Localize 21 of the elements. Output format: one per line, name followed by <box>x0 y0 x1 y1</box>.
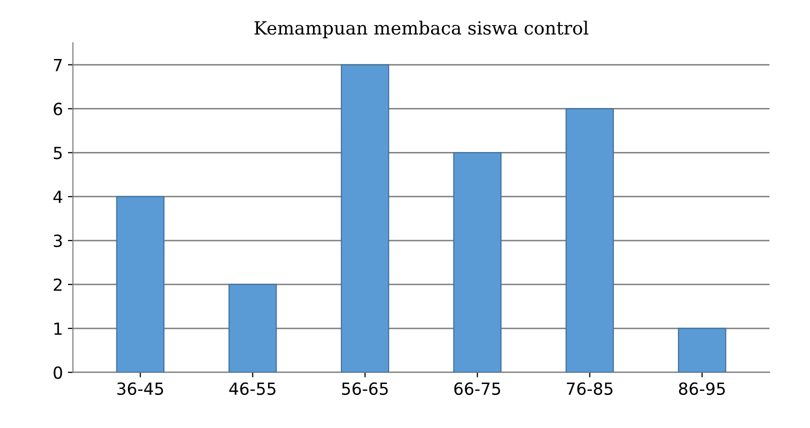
y-tick-label: 2 <box>54 278 62 291</box>
y-tick-label: 6 <box>54 102 62 116</box>
bar <box>566 108 614 372</box>
x-tick-label: 66-75 <box>454 382 500 395</box>
bar <box>116 196 164 372</box>
y-tick-label: 5 <box>54 146 62 160</box>
x-tick-label: 56-65 <box>342 382 388 395</box>
bar <box>340 64 390 372</box>
bar <box>453 152 502 372</box>
x-tick-label: 46-55 <box>229 382 276 395</box>
y-tick-label: 7 <box>54 58 62 72</box>
y-tick-label: 1 <box>54 322 62 335</box>
y-tick-label: 3 <box>54 234 62 248</box>
bar <box>228 284 277 372</box>
x-tick-label: 86-95 <box>679 382 725 395</box>
y-tick-label: 0 <box>54 366 62 379</box>
x-tick-label: 36-45 <box>117 382 164 395</box>
y-tick-label: 4 <box>53 190 62 203</box>
x-tick-label: 76-85 <box>566 382 612 395</box>
chart-title: Kemampuan membaca siswa control <box>254 20 588 38</box>
bar <box>678 328 726 372</box>
